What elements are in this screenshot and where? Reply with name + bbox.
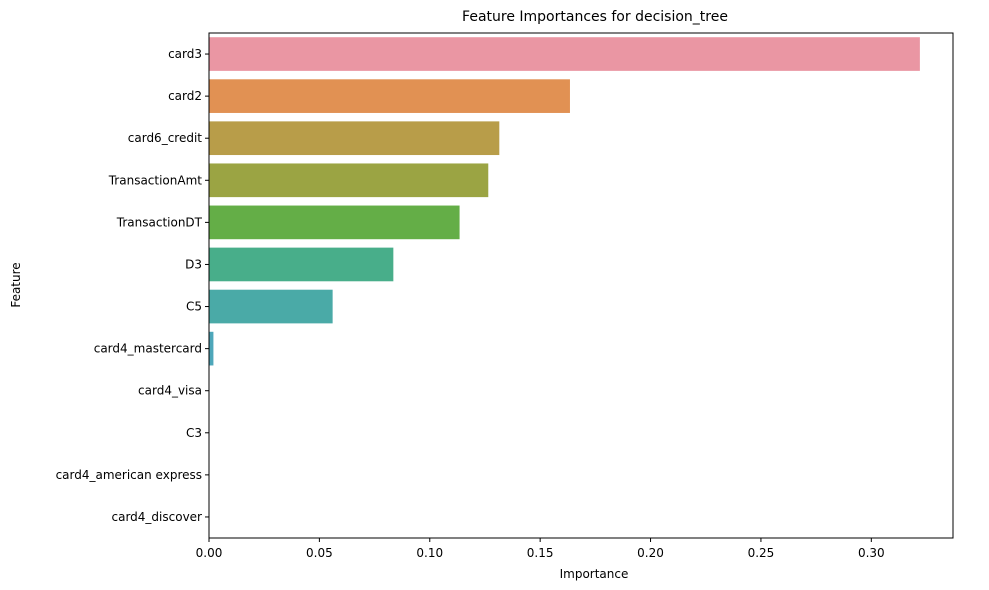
y-tick-label: card3 <box>168 47 202 61</box>
y-tick-label: card4_american express <box>56 468 202 482</box>
bar-transactionamt <box>209 163 489 198</box>
y-axis-label: Feature <box>9 262 23 307</box>
y-tick-label: card4_visa <box>138 384 202 398</box>
x-tick-label: 0.05 <box>306 546 333 560</box>
bar-card4_mastercard <box>209 331 214 366</box>
x-axis-label: Importance <box>560 567 629 581</box>
bar-card2 <box>209 79 570 113</box>
y-tick-label: C5 <box>186 300 202 314</box>
bars-group <box>209 37 920 366</box>
x-tick-label: 0.15 <box>527 546 554 560</box>
plot-frame <box>208 32 954 539</box>
y-tick-label: card6_credit <box>128 131 203 145</box>
x-tick-label: 0.00 <box>196 546 223 560</box>
y-tick-label: D3 <box>185 257 202 271</box>
x-tick-label: 0.25 <box>748 546 775 560</box>
bar-card6_credit <box>209 121 500 156</box>
x-tick-label: 0.10 <box>416 546 443 560</box>
x-tick-label: 0.20 <box>637 546 664 560</box>
chart-title: Feature Importances for decision_tree <box>462 9 728 25</box>
bar-card3 <box>209 37 920 71</box>
y-tick-label: C3 <box>186 426 202 440</box>
y-tick-label: TransactionAmt <box>108 173 203 187</box>
y-ticks-group: card3 card2 card6_credit TransactionAmt Tran… <box>56 47 209 524</box>
y-tick-label: card4_mastercard <box>94 342 202 356</box>
y-tick-label: card2 <box>168 89 202 103</box>
y-tick-label: TransactionDT <box>116 215 203 229</box>
bar-transactiondt <box>209 205 460 240</box>
bar-c5 <box>209 289 333 324</box>
bar-d3 <box>209 247 394 282</box>
x-tick-label: 0.30 <box>858 546 885 560</box>
x-ticks-group: 0.00 0.05 0.10 0.15 0.20 0.25 0.30 <box>196 538 885 560</box>
y-tick-label: card4_discover <box>112 510 203 524</box>
